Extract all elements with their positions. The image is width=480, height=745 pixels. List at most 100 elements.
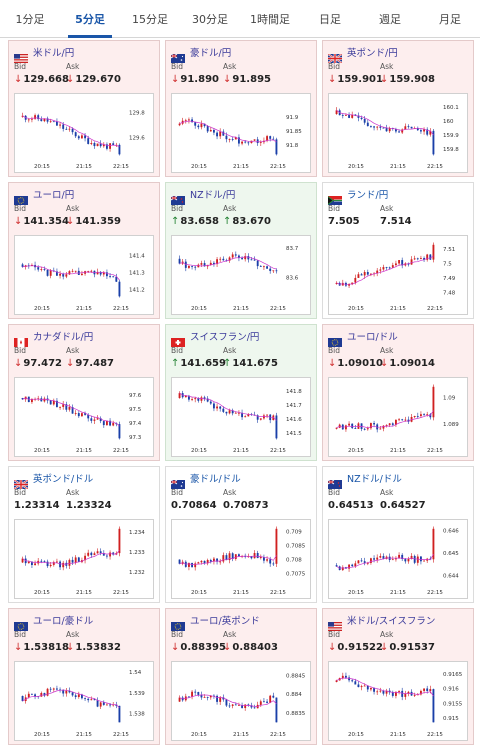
- rate-card[interactable]: 英ポンド/円 Bid Ask ↓ 159.901 ↓ 159.908 160.1 160 159.…: [322, 40, 474, 177]
- candle-body: [188, 562, 190, 567]
- card-header: 豪ドル/ドル: [170, 471, 311, 489]
- candle-body: [219, 697, 222, 702]
- candlestick-chart: 1.09 1.089 20:15 21:15 22:15: [335, 384, 459, 454]
- y-tick-label: 1.539: [129, 691, 145, 697]
- currency-pair-link[interactable]: NZドル/円: [190, 190, 236, 201]
- candlestick-chart: 91.9 91.85 91.8 20:15 21:15 22:15: [178, 115, 302, 170]
- card-header: ランド/円: [328, 187, 468, 205]
- currency-pair-link[interactable]: ユーロ/ドル: [347, 332, 398, 343]
- candle-body: [99, 271, 102, 275]
- candle-body: [363, 561, 366, 563]
- candle-body: [420, 130, 422, 132]
- x-tick-label: 22:15: [270, 306, 286, 312]
- rate-card[interactable]: ユーロ/ドル Bid Ask ↓ 1.09010 ↓ 1.09014 1.09 1.089 20:…: [322, 324, 474, 461]
- card-header: 米ドル/円: [14, 45, 154, 63]
- rate-card[interactable]: 豪ドル/ドル Bid Ask 0.70864 0.70873 0.709 0.7085 0.7…: [165, 466, 317, 603]
- x-tick-label: 21:15: [76, 306, 92, 312]
- candlestick-chart: 141.4 141.3 141.2 20:15 21:15 22:15: [21, 254, 145, 312]
- currency-pair-link[interactable]: ユーロ/英ポンド: [190, 616, 260, 627]
- candle-body: [109, 552, 111, 557]
- currency-pair-link[interactable]: 英ポンド/ドル: [33, 474, 94, 485]
- rate-card[interactable]: 英ポンド/ドル Bid Ask 1.23314 1.23324 1.234 1.233 1.2…: [8, 466, 160, 603]
- candle-body: [81, 273, 83, 275]
- tab-0[interactable]: 1分足: [15, 12, 45, 26]
- currency-pair-link[interactable]: 英ポンド/円: [347, 48, 398, 59]
- tab-6[interactable]: 週足: [379, 12, 401, 26]
- candle-body: [266, 266, 268, 269]
- chart-container[interactable]: 160.1 160 159.9 159.8 20:15 21:15 22:15: [328, 93, 468, 173]
- rate-card[interactable]: ユーロ/円 Bid Ask ↓ 141.354 ↓ 141.359 141.4 141.3 141…: [8, 182, 160, 319]
- x-tick-label: 22:15: [113, 306, 129, 312]
- candle-body: [354, 277, 357, 283]
- rate-card[interactable]: 米ドル/スイスフラン Bid Ask ↓ 0.91522 ↓ 0.91537 0.9165 0.…: [322, 608, 474, 745]
- tab-5[interactable]: 日足: [319, 12, 341, 26]
- chart-container[interactable]: 83.7 83.6 20:15 21:15 22:15: [171, 235, 311, 315]
- currency-pair-link[interactable]: 米ドル/円: [33, 48, 75, 59]
- candle-body: [27, 561, 30, 564]
- candle-body: [71, 128, 74, 133]
- rate-card[interactable]: NZドル/ドル Bid Ask 0.64513 0.64527 0.646 0.645 0.6…: [322, 466, 474, 603]
- tab-4[interactable]: 1時間足: [250, 12, 290, 26]
- chart-container[interactable]: 1.54 1.539 1.538 20:15 21:15 22:15: [14, 661, 154, 741]
- ask-price: 159.908: [389, 74, 435, 85]
- tab-2[interactable]: 15分足: [132, 12, 168, 26]
- candle-body: [191, 399, 193, 400]
- candle-body: [398, 690, 400, 692]
- currency-pair-link[interactable]: カナダドル/円: [33, 332, 94, 343]
- currency-pair-link[interactable]: ユーロ/豪ドル: [33, 616, 94, 627]
- chart-container[interactable]: 141.8 141.7 141.6 141.5 20:15 21:15 22:15: [171, 377, 311, 457]
- rate-card[interactable]: カナダドル/円 Bid Ask ↓ 97.472 ↓ 97.487 97.6 97.5 97.4 9…: [8, 324, 160, 461]
- chart-container[interactable]: 0.8845 0.884 0.8835 20:15 21:15 22:15: [171, 661, 311, 741]
- candle-body: [206, 696, 209, 698]
- bid-label: Bid: [328, 488, 340, 497]
- rate-card[interactable]: ユーロ/英ポンド Bid Ask ↓ 0.88395 ↓ 0.88403 0.8845 0.88…: [165, 608, 317, 745]
- candle-body: [382, 267, 385, 270]
- chart-container[interactable]: 1.234 1.233 1.232 20:15 21:15 22:15: [14, 519, 154, 599]
- rate-card[interactable]: 豪ドル/円 Bid Ask ↓ 91.890 ↓ 91.895 91.9 91.85 91.8 20…: [165, 40, 317, 177]
- rate-card[interactable]: ランド/円 Bid Ask 7.505 7.514 7.51 7.5 7.49 7.48 20:1…: [322, 182, 474, 319]
- tab-7[interactable]: 月足: [439, 12, 461, 26]
- chart-container[interactable]: 7.51 7.5 7.49 7.48 20:15 21:15 22:15: [328, 235, 468, 315]
- candle-body: [68, 128, 71, 130]
- rate-card[interactable]: 米ドル/円 Bid Ask ↓ 129.668 ↓ 129.670 129.8 129.6 20:…: [8, 40, 160, 177]
- currency-pair-link[interactable]: 米ドル/スイスフラン: [347, 616, 436, 627]
- candle-body: [77, 557, 80, 563]
- currency-pair-link[interactable]: ランド/円: [347, 190, 389, 201]
- candle-body: [335, 565, 338, 567]
- y-tick-label: 0.884: [286, 692, 302, 698]
- tab-1[interactable]: 5分足: [60, 0, 120, 38]
- candle-body: [102, 272, 105, 275]
- x-tick-label: 21:15: [233, 164, 249, 170]
- currency-pair-link[interactable]: 豪ドル/ドル: [190, 474, 241, 485]
- candle-body: [37, 398, 40, 400]
- rate-card[interactable]: ユーロ/豪ドル Bid Ask ↓ 1.53818 ↓ 1.53832 1.54 1.539 1.…: [8, 608, 160, 745]
- candle-body: [348, 115, 350, 118]
- candle-body: [109, 276, 111, 277]
- candle-body: [197, 562, 200, 564]
- candle-body: [269, 695, 272, 703]
- chart-container[interactable]: 0.709 0.7085 0.708 0.7075 20:15 21:15 22:15: [171, 519, 311, 599]
- moving-average-line: [336, 410, 434, 429]
- tab-3[interactable]: 30分足: [192, 12, 228, 26]
- chart-container[interactable]: 141.4 141.3 141.2 20:15 21:15 22:15: [14, 235, 154, 315]
- chart-container[interactable]: 1.09 1.089 20:15 21:15 22:15: [328, 377, 468, 457]
- candle-body: [391, 692, 394, 696]
- currency-pair-link[interactable]: 豪ドル/円: [190, 48, 232, 59]
- chart-container[interactable]: 91.9 91.85 91.8 20:15 21:15 22:15: [171, 93, 311, 173]
- chart-container[interactable]: 97.6 97.5 97.4 97.3 20:15 21:15 22:15: [14, 377, 154, 457]
- chart-container[interactable]: 0.9165 0.916 0.9155 0.915 20:15 21:15 22:15: [328, 661, 468, 741]
- candle-body: [21, 398, 24, 400]
- eu-flag-icon: [171, 616, 185, 631]
- candle-body: [351, 680, 354, 682]
- ask-label: Ask: [66, 204, 80, 213]
- y-tick-label: 1.089: [443, 422, 459, 428]
- currency-pair-link[interactable]: ユーロ/円: [33, 190, 75, 201]
- rate-card[interactable]: スイスフラン/円 Bid Ask ↑ 141.659 ↑ 141.675 141.8 141.7…: [165, 324, 317, 461]
- chart-container[interactable]: 0.646 0.645 0.644 20:15 21:15 22:15: [328, 519, 468, 599]
- candle-body: [84, 698, 86, 700]
- chart-container[interactable]: 129.8 129.6 20:15 21:15 22:15: [14, 93, 154, 173]
- candle-body: [49, 400, 52, 405]
- currency-pair-link[interactable]: スイスフラン/円: [190, 332, 260, 343]
- currency-pair-link[interactable]: NZドル/ドル: [347, 474, 402, 485]
- rate-card[interactable]: NZドル/円 Bid Ask ↑ 83.658 ↑ 83.670 83.7 83.6 20:15 2…: [165, 182, 317, 319]
